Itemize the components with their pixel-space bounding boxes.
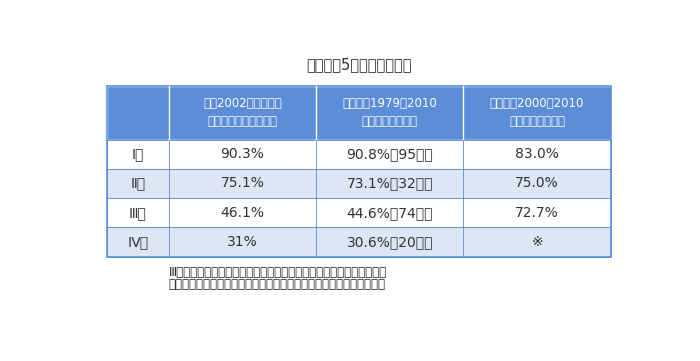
Text: 集学的な治療（手術療法、化学療法）を行っている結果と言えます。: 集学的な治療（手術療法、化学療法）を行っている結果と言えます。 [169, 278, 386, 291]
Text: 44.6%（74例）: 44.6%（74例） [346, 206, 433, 220]
Text: 全国2002年の治療例
（日本産婦人科学会）: 全国2002年の治療例 （日本産婦人科学会） [203, 97, 282, 128]
Text: ※: ※ [531, 235, 542, 249]
Text: 83.0%: 83.0% [515, 147, 559, 161]
FancyBboxPatch shape [107, 169, 610, 198]
Text: 46.1%: 46.1% [220, 206, 265, 220]
Text: Ⅲ期: Ⅲ期 [129, 206, 147, 220]
Text: Ⅲ期での卵巣癌治療成績は極めて良好です。これは個々の症例ごとに: Ⅲ期での卵巣癌治療成績は極めて良好です。これは個々の症例ごとに [169, 266, 387, 279]
FancyBboxPatch shape [107, 227, 610, 257]
Text: 90.8%（95例）: 90.8%（95例） [346, 147, 433, 161]
Text: Ⅳ期: Ⅳ期 [127, 235, 148, 249]
FancyBboxPatch shape [107, 198, 610, 227]
Text: 73.1%（32例）: 73.1%（32例） [346, 177, 433, 191]
Text: 31%: 31% [227, 235, 258, 249]
Text: 富山大（2000～2010
年までの治療例）: 富山大（2000～2010 年までの治療例） [490, 97, 584, 128]
Text: Ⅱ期: Ⅱ期 [130, 177, 146, 191]
Text: 富山大（1979～2010
年までの治療例）: 富山大（1979～2010 年までの治療例） [342, 97, 437, 128]
Text: 75.1%: 75.1% [220, 177, 265, 191]
Text: 75.0%: 75.0% [515, 177, 559, 191]
Text: 30.6%（20例）: 30.6%（20例） [346, 235, 433, 249]
FancyBboxPatch shape [107, 140, 610, 169]
Text: Ⅰ期: Ⅰ期 [132, 147, 144, 161]
FancyBboxPatch shape [107, 86, 610, 140]
Text: 進行期別5年生存率の比較: 進行期別5年生存率の比較 [306, 57, 412, 72]
Text: 72.7%: 72.7% [515, 206, 559, 220]
Text: 90.3%: 90.3% [220, 147, 265, 161]
